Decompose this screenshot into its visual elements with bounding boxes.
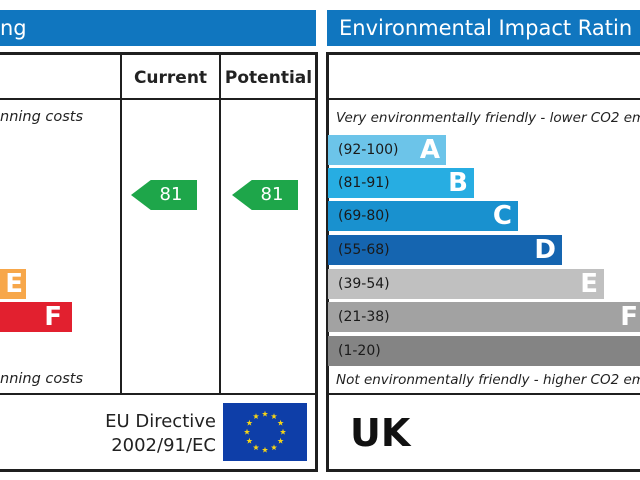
environmental-band-f: (21-38) F	[328, 302, 640, 332]
environmental-footer-divider	[329, 393, 640, 395]
column-header-divider	[0, 98, 316, 100]
eu-flag-icon	[223, 403, 307, 461]
environmental-impact-header: Environmental Impact Ratin	[327, 10, 640, 46]
environmental-band-g: (1-20)	[328, 336, 640, 366]
environmental-band-range: (1-20)	[338, 343, 381, 359]
environmental-band-range: (21-38)	[338, 309, 390, 325]
environmental-band-d: (55-68) D	[328, 235, 562, 265]
eu-star-icon	[243, 428, 251, 435]
eu-star-icon	[277, 437, 284, 444]
energy-band-f: F	[0, 302, 72, 332]
environmental-band-range: (55-68)	[338, 242, 390, 258]
eu-star-icon	[261, 446, 269, 453]
energy-efficiency-panel	[0, 52, 318, 472]
current-column-label: Current	[133, 68, 208, 88]
energy-band-letter: E	[5, 269, 23, 299]
environmental-band-letter: C	[492, 201, 512, 231]
energy-band-letter: G	[85, 336, 107, 366]
environmental-caption-bottom: Not environmentally friendly - higher CO…	[336, 372, 640, 388]
environmental-caption-top: Very environmentally friendly - lower CO…	[336, 110, 640, 126]
column-header-divider-right	[329, 98, 640, 100]
eu-star-icon	[252, 413, 260, 419]
eu-directive-line1: EU Directive	[105, 411, 216, 432]
energy-efficiency-header: ng	[0, 10, 316, 46]
environmental-band-c: (69-80) C	[328, 201, 518, 231]
energy-band-e: E	[0, 269, 26, 299]
energy-band-g: G	[0, 336, 117, 366]
environmental-band-a: (92-100) A	[328, 135, 446, 165]
current-column-divider	[120, 52, 122, 395]
environmental-band-range: (81-91)	[338, 175, 390, 191]
environmental-band-range: (39-54)	[338, 276, 390, 292]
environmental-band-b: (81-91) B	[328, 168, 474, 198]
environmental-band-letter: E	[580, 269, 598, 299]
eu-star-icon	[270, 444, 278, 451]
environmental-band-letter: B	[448, 168, 468, 198]
eu-directive-label: EU Directive 2002/91/EC	[60, 410, 216, 458]
environmental-band-range: (69-80)	[338, 208, 390, 224]
environmental-band-letter: A	[419, 135, 440, 165]
environmental-band-e: (39-54) E	[328, 269, 604, 299]
country-label: UK	[350, 411, 411, 455]
eu-directive-line2: 2002/91/EC	[111, 435, 216, 456]
potential-column-divider	[219, 52, 221, 395]
eu-star-icon	[279, 428, 287, 435]
potential-column-label: Potential	[224, 68, 313, 88]
environmental-band-letter: F	[620, 302, 638, 332]
energy-caption-top: nning costs	[0, 109, 84, 125]
environmental-band-letter: D	[534, 235, 556, 265]
eu-star-icon	[270, 413, 278, 419]
energy-caption-bottom: nning costs	[0, 371, 84, 387]
eu-star-icon	[246, 437, 253, 444]
energy-band-letter: F	[44, 302, 62, 332]
energy-footer-divider	[0, 393, 316, 395]
eu-star-icon	[246, 419, 253, 426]
eu-star-icon	[277, 419, 284, 426]
eu-star-icon	[261, 410, 269, 417]
environmental-band-range: (92-100)	[338, 142, 399, 158]
eu-star-icon	[252, 444, 260, 451]
